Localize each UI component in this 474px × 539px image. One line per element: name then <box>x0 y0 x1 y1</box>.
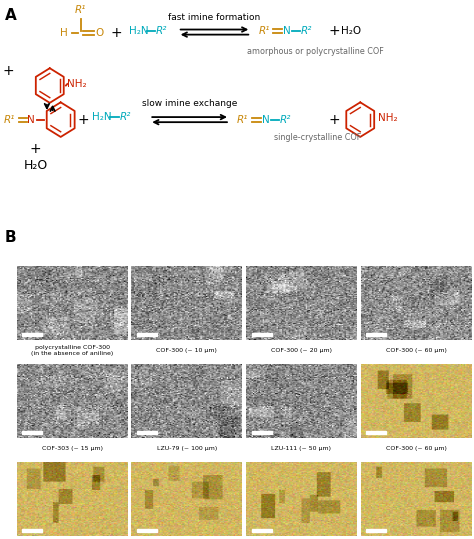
Text: +: + <box>30 142 41 156</box>
Text: amorphous or polycrystalline COF: amorphous or polycrystalline COF <box>247 47 383 57</box>
Text: LZU-79 (~ 100 μm): LZU-79 (~ 100 μm) <box>156 446 217 451</box>
Text: COF-300 (~ 60 μm): COF-300 (~ 60 μm) <box>386 348 447 353</box>
Bar <box>366 529 386 532</box>
Text: +: + <box>328 24 340 38</box>
Text: H₂O: H₂O <box>23 159 48 172</box>
Text: R²: R² <box>280 115 291 125</box>
Text: R²: R² <box>119 112 131 122</box>
Bar <box>252 333 272 336</box>
Text: H₂N: H₂N <box>129 25 148 36</box>
Text: NH₂: NH₂ <box>67 79 87 89</box>
Text: COF-300 (~ 20 μm): COF-300 (~ 20 μm) <box>271 348 332 353</box>
Text: +: + <box>328 113 340 127</box>
Text: +: + <box>110 26 122 40</box>
Bar <box>22 333 42 336</box>
Bar <box>252 431 272 434</box>
Text: R²: R² <box>156 25 167 36</box>
Text: R¹: R¹ <box>237 115 248 125</box>
Text: A: A <box>5 8 17 23</box>
Text: +: + <box>3 64 14 78</box>
Text: R¹: R¹ <box>4 115 15 125</box>
Text: H: H <box>60 28 67 38</box>
Text: slow imine exchange: slow imine exchange <box>142 99 237 108</box>
Text: B: B <box>4 230 16 245</box>
Bar <box>366 333 386 336</box>
Bar <box>137 431 157 434</box>
Text: R²: R² <box>301 25 312 36</box>
Text: COF-300 (~ 10 μm): COF-300 (~ 10 μm) <box>156 348 217 353</box>
Text: O: O <box>96 28 104 38</box>
Text: H₂N: H₂N <box>92 112 112 122</box>
Bar <box>22 431 42 434</box>
Bar <box>252 529 272 532</box>
Text: N: N <box>262 115 269 125</box>
Text: R¹: R¹ <box>75 5 86 15</box>
Text: single-crystalline COF: single-crystalline COF <box>274 133 361 142</box>
Bar <box>137 529 157 532</box>
Bar <box>22 529 42 532</box>
Bar <box>137 333 157 336</box>
Text: NH₂: NH₂ <box>378 113 397 123</box>
Text: R¹: R¹ <box>258 25 270 36</box>
Text: N: N <box>283 25 291 36</box>
Text: N: N <box>27 115 35 125</box>
Bar <box>366 431 386 434</box>
Text: H₂O: H₂O <box>341 25 361 36</box>
Text: LZU-111 (~ 50 μm): LZU-111 (~ 50 μm) <box>272 446 331 451</box>
Text: COF-300 (~ 60 μm): COF-300 (~ 60 μm) <box>386 446 447 451</box>
Text: +: + <box>77 113 89 127</box>
Text: COF-303 (~ 15 μm): COF-303 (~ 15 μm) <box>42 446 102 451</box>
Text: fast imine formation: fast imine formation <box>168 13 261 22</box>
Text: polycrystalline COF-300
(in the absence of aniline): polycrystalline COF-300 (in the absence … <box>31 345 113 356</box>
